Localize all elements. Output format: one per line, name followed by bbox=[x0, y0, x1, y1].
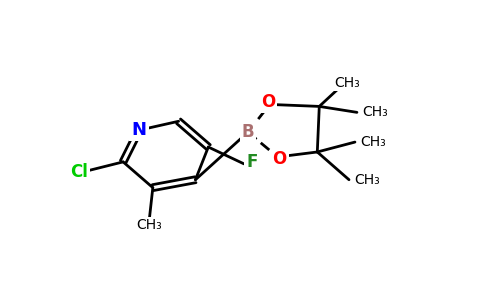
Text: CH₃: CH₃ bbox=[354, 173, 380, 187]
Text: F: F bbox=[246, 153, 257, 171]
Text: CH₃: CH₃ bbox=[360, 135, 386, 149]
Text: CH₃: CH₃ bbox=[362, 105, 388, 119]
Text: O: O bbox=[272, 150, 287, 168]
Text: B: B bbox=[242, 123, 254, 141]
Text: CH₃: CH₃ bbox=[136, 218, 162, 232]
Text: Cl: Cl bbox=[71, 163, 89, 181]
Text: O: O bbox=[261, 93, 275, 111]
Text: N: N bbox=[132, 121, 147, 139]
Text: CH₃: CH₃ bbox=[334, 76, 360, 90]
